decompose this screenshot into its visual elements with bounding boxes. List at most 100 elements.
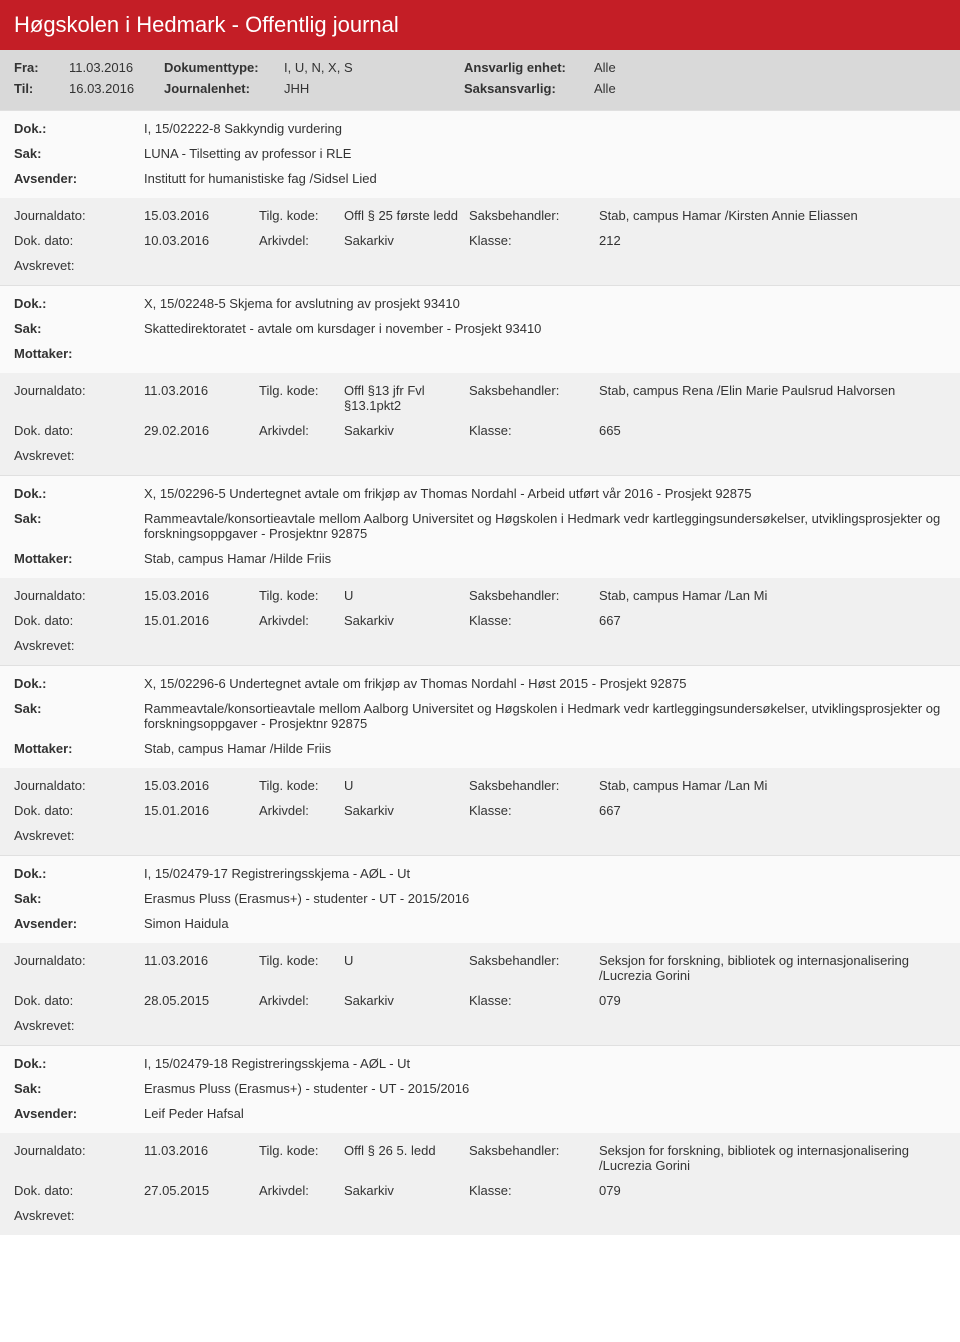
sak-value: Rammeavtale/konsortieavtale mellom Aalbo…	[144, 701, 946, 731]
avskrevet-label: Avskrevet:	[14, 638, 144, 653]
dok-value: X, 15/02296-6 Undertegnet avtale om frik…	[144, 676, 946, 691]
arkivdel-value: Sakarkiv	[344, 993, 469, 1008]
sak-label: Sak:	[14, 1081, 144, 1096]
arkivdel-value: Sakarkiv	[344, 423, 469, 438]
arkivdel-label: Arkivdel:	[259, 1183, 344, 1198]
tilgkode-label: Tilg. kode:	[259, 778, 344, 793]
dokdato-value: 28.05.2015	[144, 993, 259, 1008]
dokdato-value: 15.01.2016	[144, 803, 259, 818]
dokdato-label: Dok. dato:	[14, 423, 144, 438]
arkivdel-value: Sakarkiv	[344, 613, 469, 628]
saksbehandler-value: Stab, campus Hamar /Kirsten Annie Eliass…	[599, 208, 946, 223]
dok-value: I, 15/02479-17 Registreringsskjema - AØL…	[144, 866, 946, 881]
party-label: Avsender:	[14, 916, 144, 931]
saksbehandler-label: Saksbehandler:	[469, 208, 599, 223]
klasse-label: Klasse:	[469, 993, 599, 1008]
arkivdel-value: Sakarkiv	[344, 233, 469, 248]
journaldato-value: 11.03.2016	[144, 383, 259, 413]
tilgkode-value: Offl §13 jfr Fvl §13.1pkt2	[344, 383, 469, 413]
sak-value: Skattedirektoratet - avtale om kursdager…	[144, 321, 946, 336]
party-label: Avsender:	[14, 171, 144, 186]
klasse-label: Klasse:	[469, 613, 599, 628]
avskrevet-label: Avskrevet:	[14, 258, 144, 273]
arkivdel-label: Arkivdel:	[259, 803, 344, 818]
klasse-label: Klasse:	[469, 233, 599, 248]
sak-label: Sak:	[14, 146, 144, 161]
klasse-label: Klasse:	[469, 1183, 599, 1198]
arkivdel-value: Sakarkiv	[344, 1183, 469, 1198]
party-value: Simon Haidula	[144, 916, 946, 931]
sak-label: Sak:	[14, 511, 144, 541]
party-label: Mottaker:	[14, 551, 144, 566]
saksbehandler-value: Stab, campus Rena /Elin Marie Paulsrud H…	[599, 383, 946, 413]
klasse-value: 079	[599, 993, 946, 1008]
til-value: 16.03.2016	[69, 81, 164, 96]
doktype-value: I, U, N, X, S	[284, 60, 464, 75]
tilgkode-label: Tilg. kode:	[259, 953, 344, 983]
avskrevet-label: Avskrevet:	[14, 1018, 144, 1033]
dok-label: Dok.:	[14, 676, 144, 691]
arkivdel-label: Arkivdel:	[259, 613, 344, 628]
avskrevet-label: Avskrevet:	[14, 1208, 144, 1223]
journaldato-label: Journaldato:	[14, 953, 144, 983]
dokdato-label: Dok. dato:	[14, 613, 144, 628]
saksbehandler-label: Saksbehandler:	[469, 588, 599, 603]
saksbehandler-label: Saksbehandler:	[469, 1143, 599, 1173]
journal-entry: Dok.:X, 15/02296-6 Undertegnet avtale om…	[0, 665, 960, 855]
klasse-value: 667	[599, 803, 946, 818]
journal-entry: Dok.:X, 15/02296-5 Undertegnet avtale om…	[0, 475, 960, 665]
dok-label: Dok.:	[14, 1056, 144, 1071]
klasse-value: 212	[599, 233, 946, 248]
dok-label: Dok.:	[14, 866, 144, 881]
dokdato-label: Dok. dato:	[14, 1183, 144, 1198]
dok-label: Dok.:	[14, 296, 144, 311]
saksansvarlig-label: Saksansvarlig:	[464, 81, 594, 96]
journaldato-label: Journaldato:	[14, 588, 144, 603]
journal-entry: Dok.:I, 15/02479-18 Registreringsskjema …	[0, 1045, 960, 1235]
fra-label: Fra:	[14, 60, 69, 75]
journal-entry: Dok.:I, 15/02222-8 Sakkyndig vurderingSa…	[0, 110, 960, 285]
saksansvarlig-value: Alle	[594, 81, 779, 96]
dok-value: X, 15/02296-5 Undertegnet avtale om frik…	[144, 486, 946, 501]
page-title: Høgskolen i Hedmark - Offentlig journal	[0, 0, 960, 50]
saksbehandler-value: Stab, campus Hamar /Lan Mi	[599, 778, 946, 793]
dokdato-value: 29.02.2016	[144, 423, 259, 438]
ansvarlig-value: Alle	[594, 60, 779, 75]
dok-label: Dok.:	[14, 486, 144, 501]
fra-value: 11.03.2016	[69, 60, 164, 75]
dok-value: I, 15/02222-8 Sakkyndig vurdering	[144, 121, 946, 136]
sak-label: Sak:	[14, 321, 144, 336]
journalenhet-label: Journalenhet:	[164, 81, 284, 96]
dok-label: Dok.:	[14, 121, 144, 136]
tilgkode-value: U	[344, 588, 469, 603]
dok-value: I, 15/02479-18 Registreringsskjema - AØL…	[144, 1056, 946, 1071]
klasse-value: 667	[599, 613, 946, 628]
journalenhet-value: JHH	[284, 81, 464, 96]
klasse-value: 665	[599, 423, 946, 438]
saksbehandler-value: Stab, campus Hamar /Lan Mi	[599, 588, 946, 603]
sak-value: LUNA - Tilsetting av professor i RLE	[144, 146, 946, 161]
sak-value: Rammeavtale/konsortieavtale mellom Aalbo…	[144, 511, 946, 541]
journaldato-label: Journaldato:	[14, 383, 144, 413]
arkivdel-value: Sakarkiv	[344, 803, 469, 818]
arkivdel-label: Arkivdel:	[259, 423, 344, 438]
party-value: Institutt for humanistiske fag /Sidsel L…	[144, 171, 946, 186]
dokdato-value: 27.05.2015	[144, 1183, 259, 1198]
sak-value: Erasmus Pluss (Erasmus+) - studenter - U…	[144, 891, 946, 906]
avskrevet-label: Avskrevet:	[14, 828, 144, 843]
tilgkode-label: Tilg. kode:	[259, 383, 344, 413]
journaldato-value: 15.03.2016	[144, 208, 259, 223]
tilgkode-value: Offl § 25 første ledd	[344, 208, 469, 223]
party-label: Avsender:	[14, 1106, 144, 1121]
journaldato-value: 15.03.2016	[144, 588, 259, 603]
tilgkode-label: Tilg. kode:	[259, 208, 344, 223]
filter-header: Fra: 11.03.2016 Dokumenttype: I, U, N, X…	[0, 50, 960, 110]
journaldato-label: Journaldato:	[14, 208, 144, 223]
sak-label: Sak:	[14, 891, 144, 906]
tilgkode-label: Tilg. kode:	[259, 588, 344, 603]
dokdato-label: Dok. dato:	[14, 803, 144, 818]
journaldato-value: 11.03.2016	[144, 1143, 259, 1173]
klasse-label: Klasse:	[469, 423, 599, 438]
party-value: Stab, campus Hamar /Hilde Friis	[144, 551, 946, 566]
journal-entry: Dok.:X, 15/02248-5 Skjema for avslutning…	[0, 285, 960, 475]
